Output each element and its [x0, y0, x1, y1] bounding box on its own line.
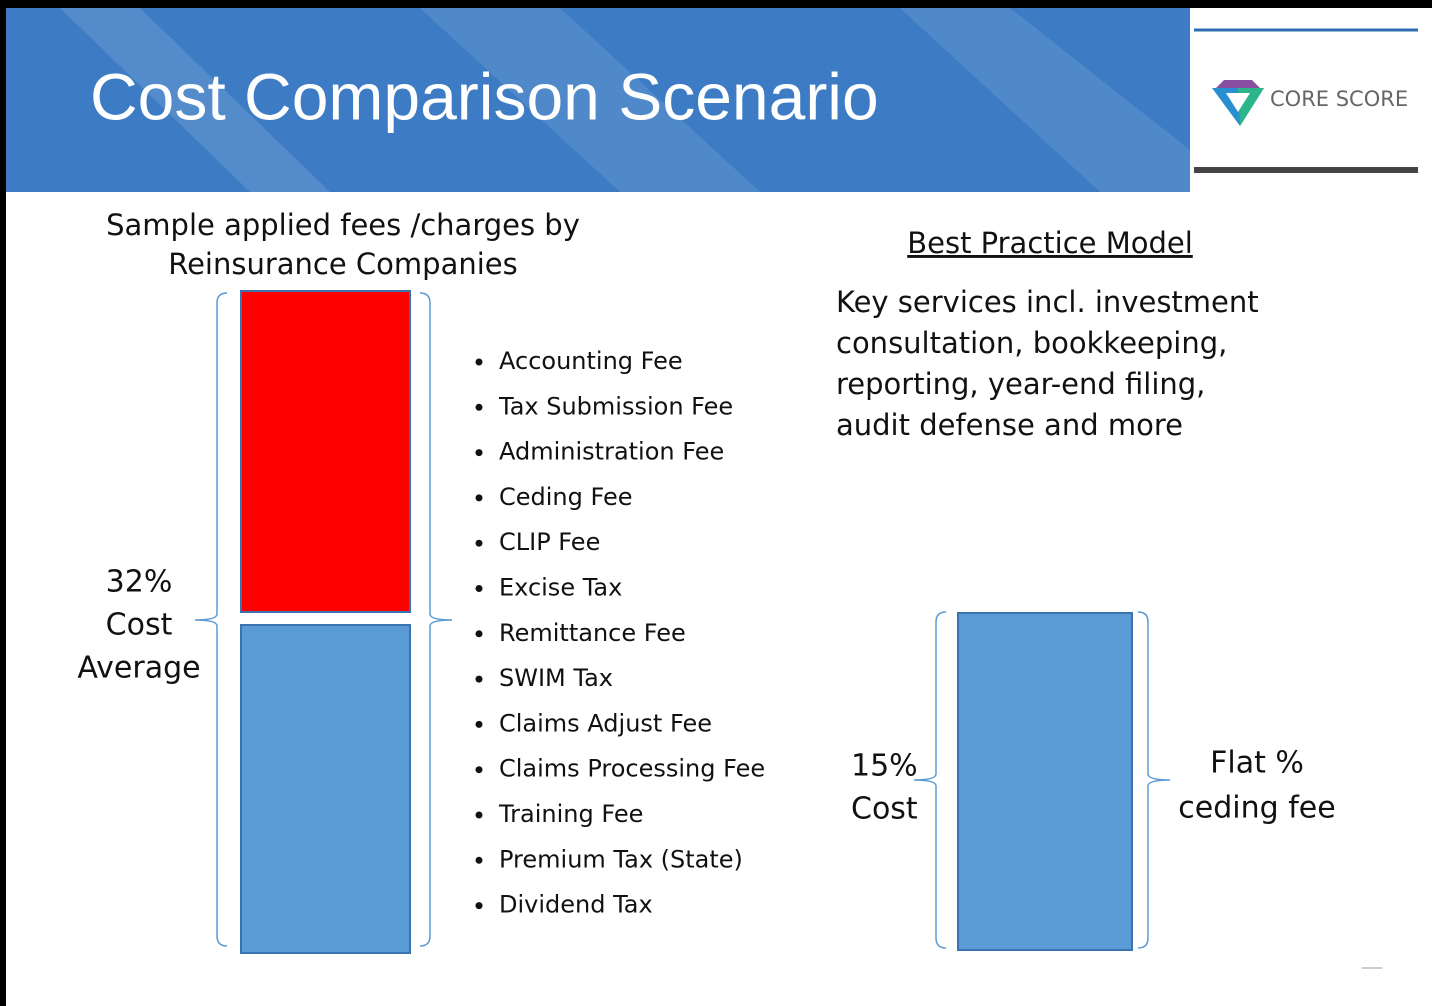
left-panel: [240, 290, 411, 954]
bullet: [475, 585, 483, 592]
header-band: [6, 8, 1190, 192]
bullet: [475, 630, 483, 638]
brace: [913, 611, 947, 949]
fee-item: CLIP Fee: [499, 528, 600, 556]
fee-item: Remittance Fee: [499, 619, 686, 647]
fees-bar: [240, 290, 411, 613]
flat-fee-bar: [957, 612, 1133, 951]
fee-item: Accounting Fee: [499, 347, 683, 375]
bullet: [475, 358, 483, 366]
fee-item: Claims Adjust Fee: [499, 709, 712, 737]
fee-item: Ceding Fee: [499, 483, 633, 511]
fee-item: Claims Processing Fee: [499, 755, 765, 783]
bullet: [475, 539, 483, 547]
slide-title: Cost Comparison Scenario: [90, 59, 879, 133]
left-label: Cost: [106, 608, 173, 643]
bullet: [475, 403, 483, 411]
right-description: consultation, bookkeeping,: [836, 326, 1227, 360]
right-left-label: 15%: [851, 749, 918, 784]
left-heading: Sample applied fees /charges by: [106, 208, 580, 242]
fee-item: Excise Tax: [499, 574, 622, 602]
fee-item: Dividend Tax: [499, 891, 653, 919]
right-right-label: ceding fee: [1178, 791, 1335, 826]
bullet: [475, 811, 483, 819]
fee-item: Training Fee: [498, 800, 643, 828]
right-description: reporting, year-end filing,: [836, 367, 1205, 401]
brace: [194, 292, 228, 947]
logo-icon: [1212, 80, 1264, 126]
fee-item: SWIM Tax: [499, 664, 613, 692]
bullet: [475, 449, 483, 457]
brace: [419, 292, 453, 947]
fee-item: Tax Submission Fee: [498, 392, 733, 420]
bullet: [475, 856, 483, 864]
right-description: audit defense and more: [836, 408, 1183, 442]
right-description: Key services incl. investment: [836, 285, 1259, 319]
left-label: Average: [77, 651, 200, 686]
base-bar: [240, 624, 411, 954]
bullet: [475, 766, 483, 774]
bullet: [475, 494, 483, 502]
left-heading: Reinsurance Companies: [168, 247, 518, 281]
right-heading: Best Practice Model: [907, 226, 1193, 260]
bullet: [475, 902, 483, 910]
fee-item: Administration Fee: [499, 438, 724, 466]
header-stripe: [420, 8, 760, 192]
logo-text: CORE SCORE: [1270, 87, 1408, 111]
brace: [1137, 611, 1171, 949]
header-stripe: [900, 8, 1190, 192]
bullet: [475, 720, 483, 728]
right-right-label: Flat %: [1210, 746, 1304, 781]
header-stripe: [60, 8, 330, 192]
right-left-label: Cost: [851, 792, 918, 827]
left-label: 32%: [106, 565, 173, 600]
bullet: [475, 675, 483, 683]
fee-item: Premium Tax (State): [499, 845, 743, 873]
